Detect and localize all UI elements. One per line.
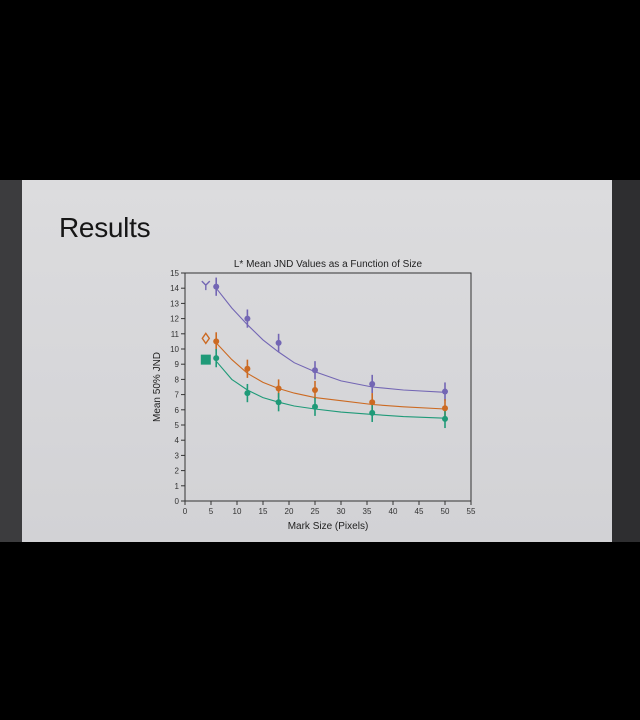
x-tick-label: 30 — [337, 507, 346, 516]
x-tick-label: 40 — [389, 507, 398, 516]
y-tick-label: 14 — [170, 284, 179, 293]
slide-title: Results — [59, 212, 151, 243]
x-tick-label: 5 — [209, 507, 214, 516]
y-tick-label: 1 — [175, 482, 180, 491]
y-tick-label: 3 — [175, 451, 180, 460]
y-tick-label: 15 — [170, 269, 179, 278]
y-shape-icon — [201, 280, 211, 291]
y-axis-title: Mean 50% JND — [152, 352, 163, 422]
data-point-series-3 — [442, 415, 448, 422]
x-tick-label: 45 — [415, 507, 424, 516]
x-tick-label: 15 — [259, 507, 268, 516]
jnd-chart: L* Mean JND Values as a Function of Size… — [152, 259, 476, 532]
data-point-series-1 — [213, 283, 220, 290]
error-bars — [215, 277, 446, 429]
data-point-series-2 — [213, 338, 220, 345]
projector-screen-edge-right — [612, 180, 640, 542]
data-point-series-1 — [442, 388, 448, 395]
data-point-series-3 — [312, 403, 318, 410]
y-tick-label: 4 — [175, 436, 180, 445]
y-tick-label: 6 — [175, 406, 180, 415]
x-tick-label: 50 — [441, 507, 450, 516]
y-tick-label: 10 — [170, 345, 179, 354]
y-tick-label: 2 — [175, 467, 180, 476]
data-point-series-3 — [275, 399, 282, 406]
y-tick-label: 13 — [170, 299, 179, 308]
fit-lines — [215, 287, 446, 419]
data-point-series-2 — [442, 405, 448, 412]
projector-screen-edge-left — [0, 180, 22, 542]
x-tick-label: 25 — [311, 507, 320, 516]
filled-square-icon — [200, 354, 211, 365]
x-tick-label: 35 — [363, 507, 372, 516]
data-point-series-3 — [213, 355, 220, 362]
x-tick-label: 10 — [233, 507, 242, 516]
data-point-series-1 — [275, 339, 282, 346]
chart-title: L* Mean JND Values as a Function of Size — [234, 259, 423, 270]
y-tick-label: 12 — [170, 315, 179, 324]
data-point-series-2 — [369, 399, 376, 406]
presentation-slide: Results L* Mean JND Values as a Function… — [22, 180, 612, 542]
y-tick-label: 9 — [175, 360, 180, 369]
y-tick-label: 0 — [175, 497, 180, 506]
fit-line-series-2 — [215, 342, 446, 410]
data-point-series-3 — [244, 390, 251, 397]
y-tick-label: 11 — [171, 330, 180, 339]
x-axis-ticks: 0 5 10 15 20 25 30 35 40 45 50 55 — [183, 501, 476, 516]
x-tick-label: 20 — [285, 507, 294, 516]
legend — [200, 280, 211, 365]
y-tick-label: 8 — [175, 375, 180, 384]
data-point-series-3 — [369, 409, 376, 416]
plot-frame — [184, 272, 472, 502]
fit-line-series-1 — [215, 287, 446, 393]
y-tick-label: 5 — [175, 421, 180, 430]
data-point-series-2 — [244, 365, 251, 372]
y-tick-label: 7 — [175, 391, 180, 400]
x-axis-title: Mark Size (Pixels) — [288, 521, 369, 532]
data-point-series-2 — [275, 385, 282, 392]
diamond-outline-icon — [201, 332, 211, 345]
data-point-series-1 — [369, 380, 376, 387]
x-tick-label: 0 — [183, 507, 188, 516]
x-tick-label: 55 — [467, 507, 476, 516]
data-point-series-1 — [244, 315, 251, 322]
fit-line-series-3 — [215, 360, 446, 419]
data-point-series-2 — [312, 387, 318, 394]
data-point-series-1 — [312, 367, 318, 374]
data-points — [213, 283, 448, 422]
